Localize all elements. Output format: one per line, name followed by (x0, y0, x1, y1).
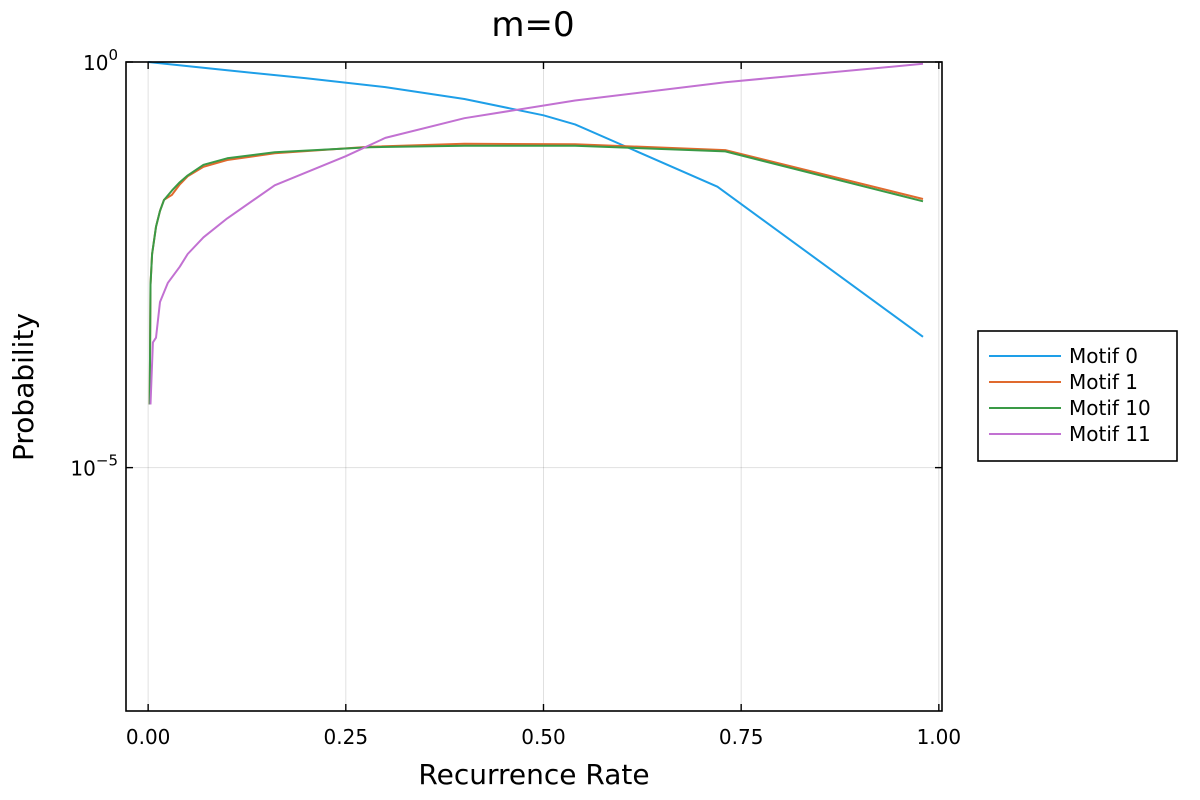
chart-title: m=0 (491, 5, 574, 45)
series-line-motif-0 (147, 61, 924, 338)
plot-frame (125, 61, 943, 712)
series-group (147, 61, 924, 405)
grid (126, 61, 942, 711)
legend-label: Motif 11 (1069, 422, 1151, 446)
legend-label: Motif 10 (1069, 396, 1151, 420)
axis-ticks: 0.00 0.25 0.50 0.75 1.00 100 10−5 (70, 46, 961, 749)
legend-label: Motif 1 (1069, 370, 1138, 394)
series-line-motif-11 (149, 62, 924, 405)
x-tick-label: 0.00 (126, 725, 171, 749)
legend-label: Motif 0 (1069, 344, 1138, 368)
y-axis-label: Probability (7, 313, 40, 461)
x-tick-label: 1.00 (917, 725, 962, 749)
series-line-motif-10 (148, 144, 924, 405)
x-tick-label: 0.50 (521, 725, 566, 749)
x-tick-label: 0.25 (324, 725, 369, 749)
series-line-motif-1 (148, 142, 924, 405)
y-tick-label: 100 (83, 46, 118, 75)
x-tick-label: 0.75 (719, 725, 764, 749)
x-axis-label: Recurrence Rate (418, 758, 649, 791)
y-tick-label: 10−5 (70, 452, 118, 481)
legend-box (977, 330, 1178, 462)
